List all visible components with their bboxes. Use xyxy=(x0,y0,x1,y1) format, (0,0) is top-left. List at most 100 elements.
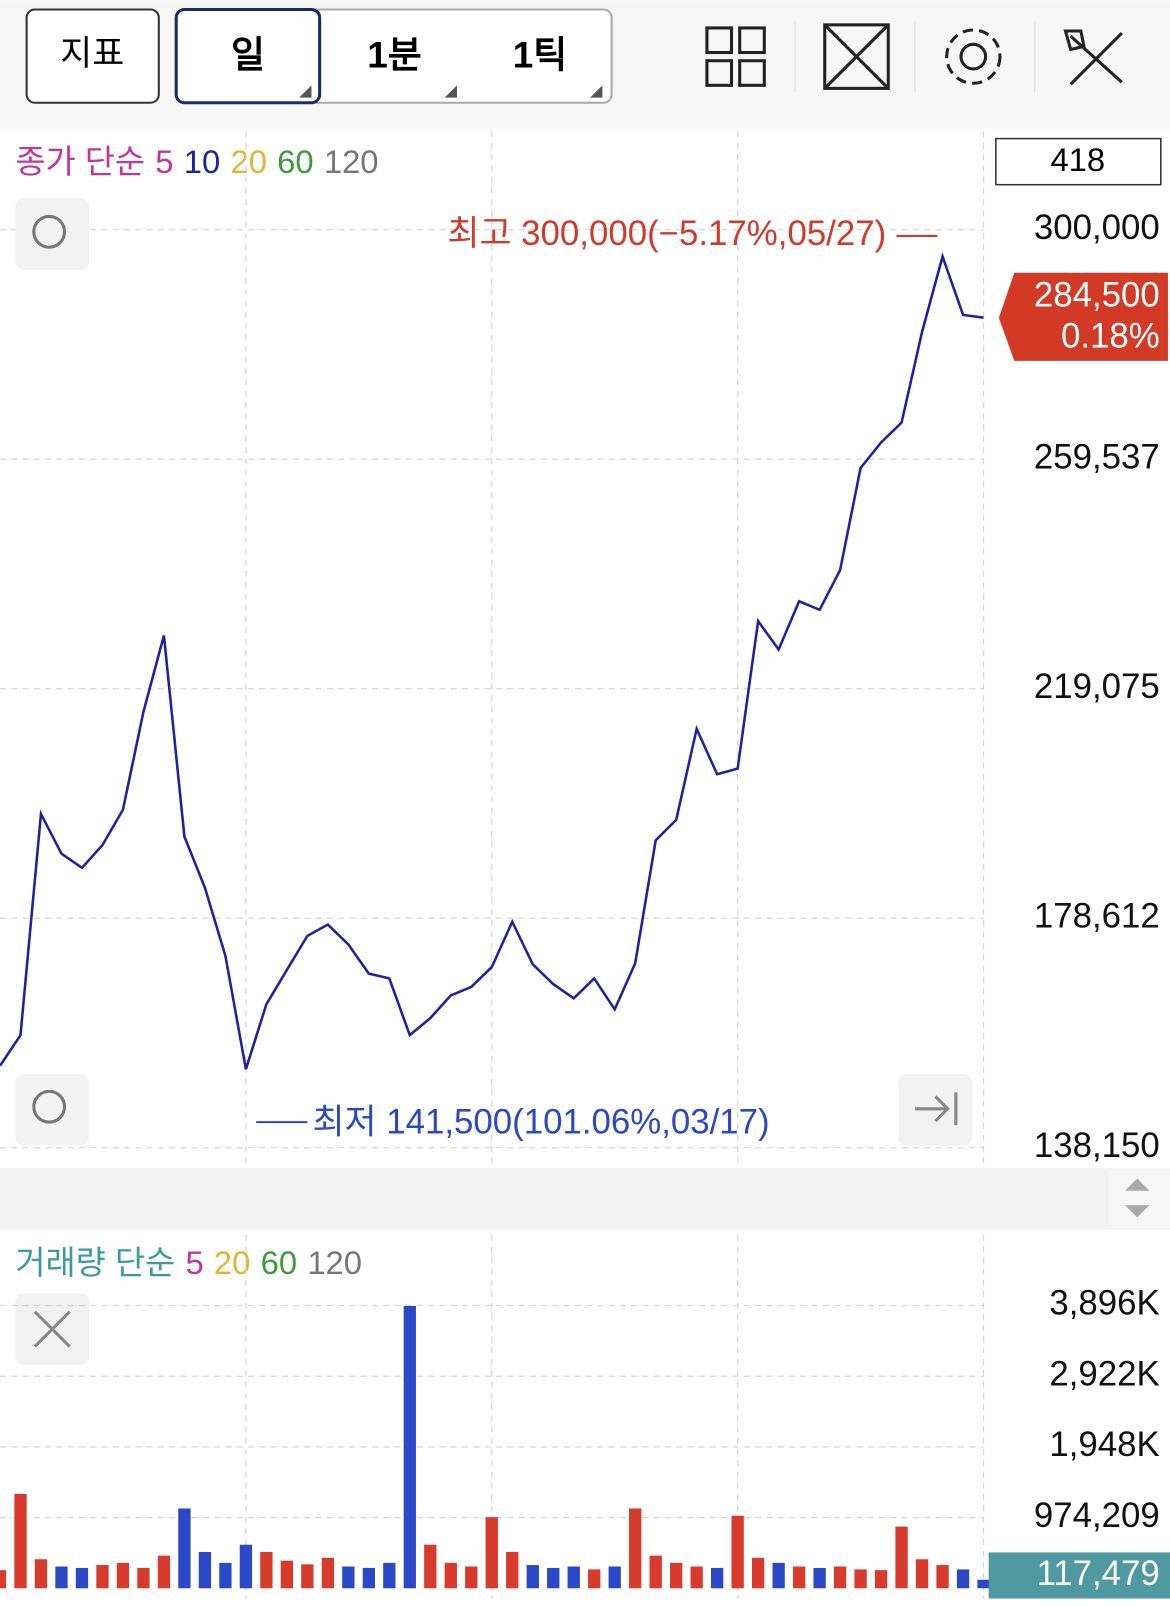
y-tick-label: 300,000 xyxy=(1034,208,1160,247)
fullscreen-icon[interactable] xyxy=(823,23,890,90)
y-tick-label: 2,922K xyxy=(1049,1354,1159,1393)
volume-bar xyxy=(157,1555,171,1589)
volume-bar xyxy=(731,1515,744,1589)
volume-bar xyxy=(649,1555,662,1589)
layout-icon[interactable] xyxy=(705,26,766,87)
period-button[interactable] xyxy=(174,7,322,105)
volume-bar xyxy=(854,1569,867,1589)
y-tick-label: 178,612 xyxy=(1034,896,1160,935)
volume-bar xyxy=(465,1566,478,1589)
period-label: 일 xyxy=(231,34,265,75)
volume-bar xyxy=(833,1566,847,1589)
settings-icon[interactable] xyxy=(945,28,1002,85)
legend-item: 60 xyxy=(261,1244,297,1281)
close-line xyxy=(0,252,984,1070)
legend-item: 20 xyxy=(214,1244,250,1281)
volume-bar xyxy=(14,1493,27,1589)
x-axis-band xyxy=(0,1168,1170,1230)
legend-item: 10 xyxy=(184,143,220,180)
volume-bar xyxy=(342,1566,355,1589)
volume-bar xyxy=(96,1565,109,1589)
y-tick-label: 1,948K xyxy=(1049,1425,1159,1464)
current-change: 0.18% xyxy=(1061,317,1160,356)
volume-bar xyxy=(55,1566,68,1589)
volume-tag xyxy=(988,1552,1170,1599)
y-tick-label: 3,896K xyxy=(1049,1284,1159,1323)
volume-bar xyxy=(936,1565,949,1589)
volume-bar xyxy=(198,1551,212,1589)
volume-bar xyxy=(260,1551,273,1589)
period-label[interactable]: 1틱 xyxy=(513,34,567,75)
volume-bar xyxy=(956,1569,970,1589)
volume-bar xyxy=(547,1567,560,1589)
volume-bar xyxy=(362,1567,375,1589)
zoom-in[interactable] xyxy=(15,198,90,270)
volume-bar xyxy=(670,1562,683,1589)
price-tag xyxy=(998,272,1168,361)
volume-bar xyxy=(34,1559,48,1589)
volume-chart: 3,896K 2,922K 1,948K 974,209 xyxy=(0,1234,1160,1599)
legend-item: 120 xyxy=(307,1244,362,1281)
volume-legend: 거래량 단순 5 20 60 120 xyxy=(15,1244,362,1281)
volume-bar xyxy=(75,1567,89,1589)
volume-bar xyxy=(895,1526,908,1589)
volume-bar xyxy=(915,1559,929,1589)
price-legend: 종가 단순 5 10 20 60 120 xyxy=(15,143,378,180)
max-label: 최고 300,000(−5.17%,05/27) xyxy=(447,214,886,253)
scroll-arrows xyxy=(1124,1178,1150,1218)
volume-bar xyxy=(0,1570,7,1589)
volume-bar xyxy=(301,1564,314,1589)
volume-bar xyxy=(813,1567,826,1589)
period-label[interactable]: 1분 xyxy=(367,34,421,75)
current-price: 284,500 xyxy=(1034,276,1160,315)
legend-item: 120 xyxy=(324,143,379,180)
volume-bar xyxy=(567,1566,580,1589)
legend-item: 60 xyxy=(277,143,313,180)
volume-bar xyxy=(711,1567,724,1589)
volume-bar xyxy=(444,1562,457,1589)
volume-bar xyxy=(526,1565,539,1589)
volume-bar xyxy=(178,1508,191,1589)
indicator-button[interactable] xyxy=(25,8,160,104)
volume-bar xyxy=(403,1305,416,1589)
min-label: 최저 141,500(101.06%,03/17) xyxy=(312,1102,769,1141)
scroll-icon xyxy=(914,1092,958,1126)
volume-bar xyxy=(280,1560,294,1589)
volume-bar xyxy=(383,1562,396,1589)
zoom-out[interactable] xyxy=(15,1073,90,1146)
volume-bar xyxy=(690,1566,703,1589)
volume-bar xyxy=(137,1567,150,1589)
volume-bar xyxy=(874,1570,888,1589)
price-chart: 300,000259,537219,075178,612138,1502020/… xyxy=(0,131,1160,1218)
scroll-toggle[interactable] xyxy=(1108,1170,1170,1228)
zoom-icon xyxy=(32,214,67,249)
y-tick-label: 974,209 xyxy=(1034,1496,1160,1535)
legend-item: 5 xyxy=(185,1244,203,1281)
corner-marks xyxy=(299,85,603,98)
legend-item: 20 xyxy=(230,143,266,180)
current-volume: 117,479 xyxy=(1036,1554,1159,1593)
volume-bar xyxy=(608,1566,621,1589)
volume-bar xyxy=(977,1579,990,1589)
volume-bar xyxy=(506,1551,519,1589)
count: 418 xyxy=(1050,141,1105,178)
legend-item: 종가 단순 xyxy=(15,143,145,180)
volume-bar xyxy=(792,1566,806,1589)
volume-bar xyxy=(772,1562,785,1589)
volume-bar xyxy=(424,1544,437,1589)
zoom-icon xyxy=(32,1089,67,1124)
tools-icon[interactable] xyxy=(1063,29,1123,86)
volume-bar xyxy=(239,1544,253,1589)
y-tick-label: 219,075 xyxy=(1034,667,1160,706)
volume-bar xyxy=(219,1562,232,1589)
count-box xyxy=(995,137,1162,186)
y-tick-label: 138,150 xyxy=(1034,1126,1160,1165)
legend-item: 5 xyxy=(155,143,173,180)
legend-item: 거래량 단순 xyxy=(15,1244,175,1281)
volume-bar xyxy=(751,1557,765,1589)
volume-bar xyxy=(485,1517,498,1589)
volume-bar xyxy=(629,1508,642,1589)
volume-bar xyxy=(321,1557,334,1589)
